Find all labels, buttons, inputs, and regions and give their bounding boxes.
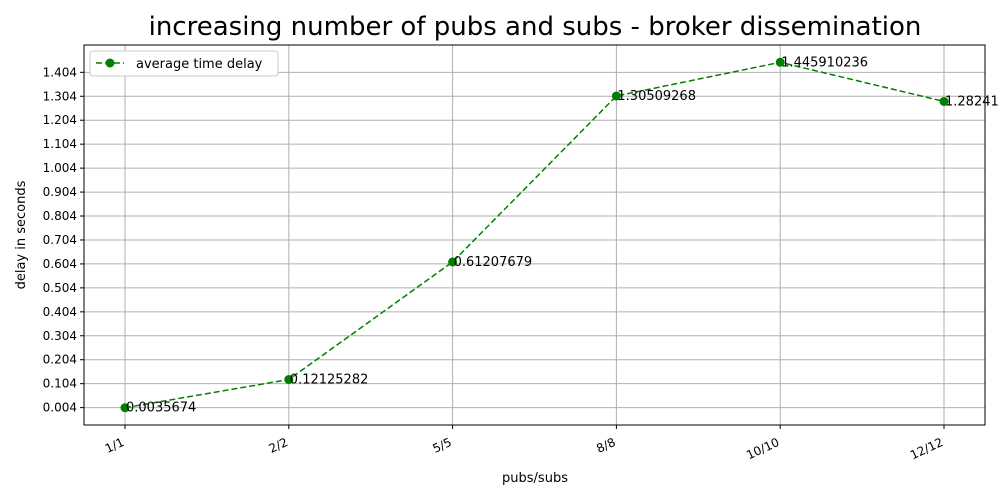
y-axis: 0.004 0.104 0.204 0.304 0.404 0.504 0.604 0.704… [43,65,84,415]
data-point [775,57,785,67]
y-tick-label: 0.804 [43,209,77,223]
data-point [939,96,949,106]
x-tick-label: 8/8 [594,435,617,456]
data-point [284,375,294,385]
y-tick-label: 0.404 [43,305,77,319]
y-tick-label: 0.904 [43,185,77,199]
data-point [120,403,130,413]
chart-title: increasing number of pubs and subs - bro… [149,12,922,42]
data-points [120,57,949,413]
x-tick-label: 2/2 [267,435,290,456]
data-label: 0.12125282 [290,373,369,388]
legend-label: average time delay [136,57,263,72]
x-axis-label: pubs/subs [502,471,568,486]
x-tick-label: 10/10 [744,435,781,462]
data-label: 0.0035674 [126,401,196,416]
x-tick-label: 12/12 [908,435,945,462]
legend: average time delay [89,50,279,77]
x-axis: 1/1 2/2 5/5 8/8 10/10 12/12 [103,425,945,462]
x-tick-label: 5/5 [430,435,453,456]
y-tick-label: 1.404 [43,65,77,79]
legend-marker [105,58,115,68]
y-tick-label: 0.604 [43,257,77,271]
y-tick-label: 1.204 [43,113,77,127]
data-labels: 0.0035674 0.12125282 0.61207679 1.30509268 1… [126,55,999,415]
x-tick-label: 1/1 [103,435,126,456]
data-label: 0.61207679 [454,255,533,270]
y-tick-label: 1.304 [43,89,77,103]
y-tick-label: 1.104 [43,137,77,151]
y-tick-label: 0.304 [43,329,77,343]
data-label: 1.28241 [945,94,999,109]
data-point [611,91,621,101]
data-point [448,257,458,267]
series-line [124,61,945,409]
y-tick-label: 1.004 [43,161,77,175]
y-tick-label: 0.104 [43,377,77,391]
legend-box [89,50,279,77]
y-tick-label: 0.204 [43,353,77,367]
y-tick-label: 0.004 [43,401,77,415]
y-axis-label: delay in seconds [14,180,29,289]
data-label: 1.445910236 [781,55,868,70]
y-tick-label: 0.704 [43,233,77,247]
grid [84,45,985,425]
plot-area-frame [83,44,986,426]
y-tick-label: 0.504 [43,281,77,295]
data-label: 1.30509268 [617,89,696,104]
